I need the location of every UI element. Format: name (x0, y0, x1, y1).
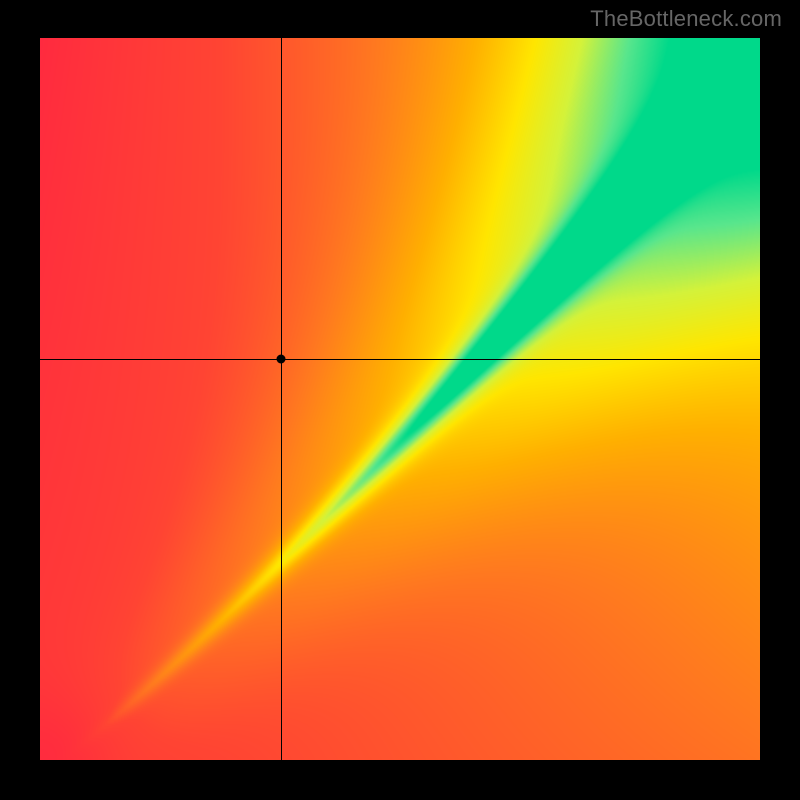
heatmap-plot (40, 38, 760, 760)
chart-stage: TheBottleneck.com (0, 0, 800, 800)
watermark-text: TheBottleneck.com (590, 6, 782, 32)
heatmap-canvas (40, 38, 760, 760)
crosshair-marker (277, 355, 286, 364)
crosshair-vertical (281, 38, 282, 760)
crosshair-horizontal (40, 359, 760, 360)
